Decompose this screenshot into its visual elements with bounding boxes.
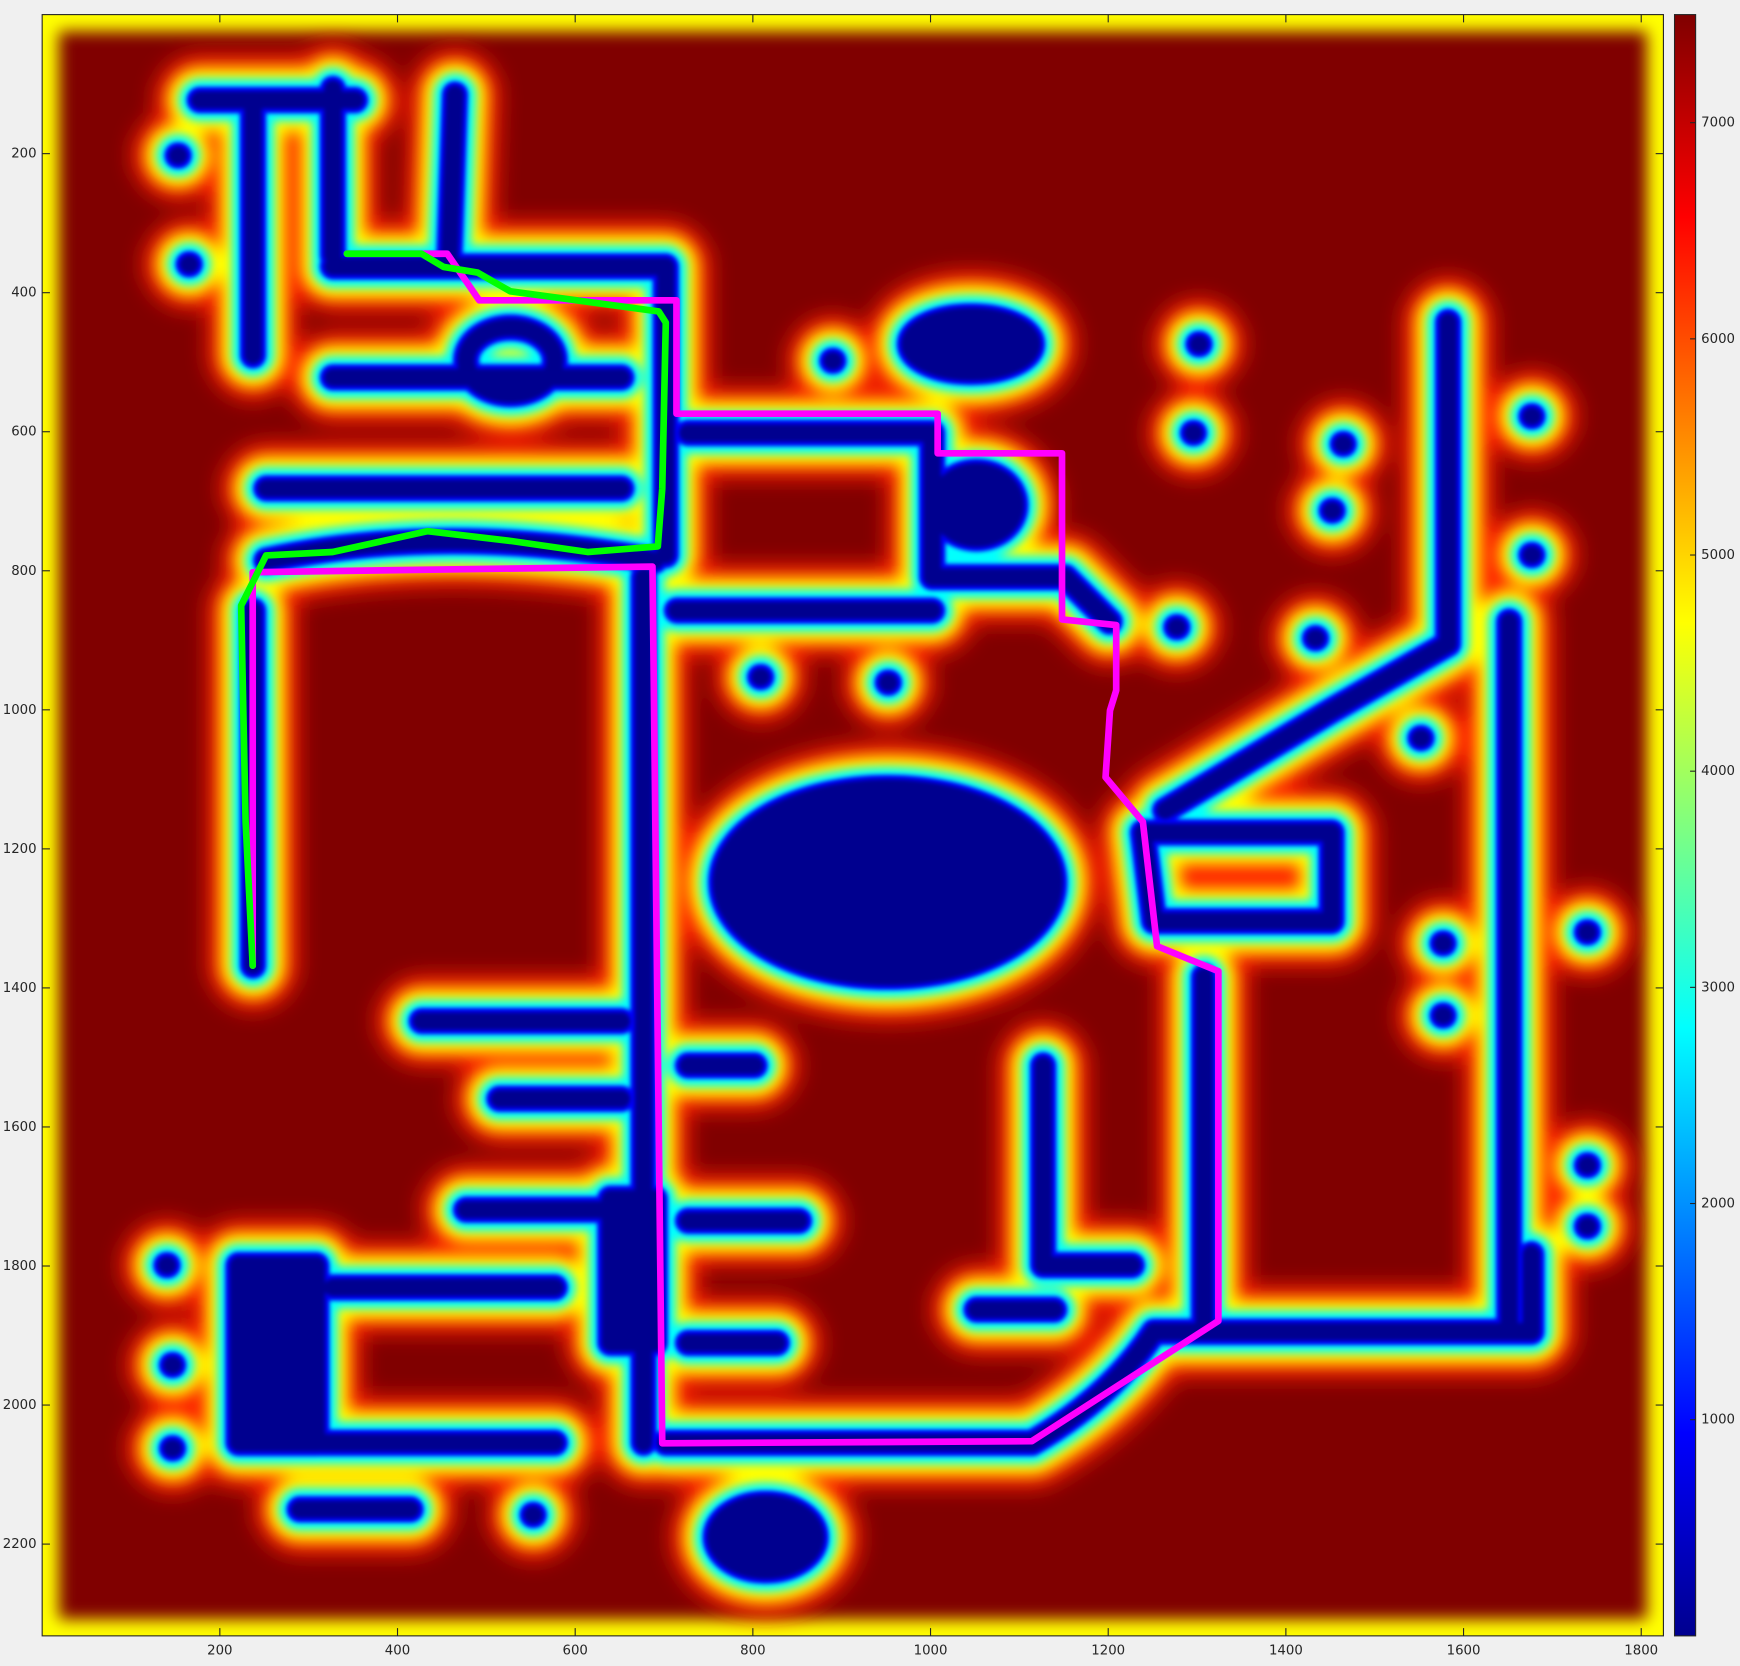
- y-tick-label: 200: [11, 147, 36, 162]
- cost-map: [42, 14, 1664, 1636]
- colorbar-tick-label: 2000: [1701, 1197, 1735, 1212]
- x-tick-label: 800: [740, 1643, 765, 1658]
- y-tick-label: 1600: [3, 1120, 37, 1135]
- y-tick-label: 1200: [3, 842, 37, 857]
- x-tick-label: 200: [207, 1643, 232, 1658]
- y-tick-label: 400: [11, 286, 36, 301]
- colorbar-tick-label: 4000: [1701, 764, 1735, 779]
- y-tick-label: 1800: [3, 1259, 37, 1274]
- x-tick-label: 1400: [1269, 1643, 1303, 1658]
- y-tick-label: 600: [11, 425, 36, 440]
- colorbar-tick-label: 6000: [1701, 332, 1735, 347]
- x-tick-label: 400: [385, 1643, 410, 1658]
- colorbar-tick-label: 5000: [1701, 548, 1735, 563]
- colorbar-tick-label: 1000: [1701, 1413, 1735, 1428]
- axes-frame: [41, 14, 1664, 1637]
- y-tick-label: 1400: [3, 981, 37, 996]
- x-tick-label: 600: [562, 1643, 587, 1658]
- x-tick-label: 1800: [1624, 1643, 1658, 1658]
- x-tick-label: 1200: [1091, 1643, 1125, 1658]
- paths: [237, 250, 1222, 1447]
- path-line: [249, 250, 1222, 1447]
- colorbar: [1673, 14, 1697, 1637]
- y-tick-label: 2000: [3, 1398, 37, 1413]
- x-tick-label: 1000: [914, 1643, 948, 1658]
- colorbar-tick-label: 3000: [1701, 980, 1735, 995]
- y-tick-label: 2200: [3, 1537, 37, 1552]
- path-line: [237, 250, 670, 969]
- colorbar-tick-label: 7000: [1701, 116, 1735, 131]
- y-tick-label: 800: [11, 564, 36, 579]
- y-tick-label: 1000: [3, 703, 37, 718]
- x-tick-label: 1600: [1447, 1643, 1481, 1658]
